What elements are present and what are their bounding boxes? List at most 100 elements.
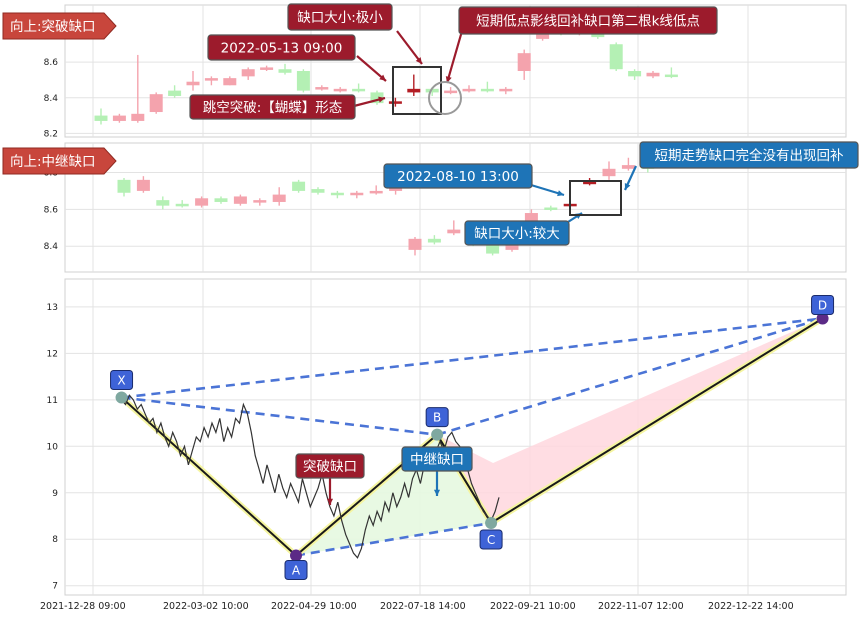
top-title-flag-text: 向上:突破缺口 xyxy=(10,19,96,35)
candle-body xyxy=(296,71,310,91)
top-title-flag: 向上:突破缺口 xyxy=(2,12,117,40)
candle-body xyxy=(621,165,635,169)
candle xyxy=(499,87,513,95)
middle-candles xyxy=(117,157,655,256)
point-badge-label: A xyxy=(292,564,301,578)
no-fill-label: 短期走势缺口完全没有出现回补 xyxy=(639,141,859,169)
date-mid-label-text: 2022-08-10 13:00 xyxy=(397,169,519,185)
date-top-label-text: 2022-05-13 09:00 xyxy=(221,41,343,57)
x-tick-label: 2022-07-18 14:00 xyxy=(380,601,466,612)
candle-body xyxy=(369,190,383,194)
y-tick-label: 8.4 xyxy=(44,94,59,104)
candle-body xyxy=(333,88,347,92)
candle xyxy=(480,81,494,93)
bcd-fill xyxy=(437,318,823,523)
point-x-node xyxy=(115,391,128,404)
candle xyxy=(168,85,182,98)
candle-body xyxy=(272,194,286,202)
point-badge-box xyxy=(110,370,134,390)
candle xyxy=(131,54,145,123)
candle xyxy=(296,69,310,93)
gap-size-arrow-head xyxy=(415,57,422,64)
candle-body xyxy=(253,200,267,203)
date-mid-label-box xyxy=(383,163,533,189)
point-badge-label: C xyxy=(487,533,495,547)
candle-body xyxy=(168,90,182,96)
candle xyxy=(646,71,660,79)
candle-body xyxy=(278,69,292,73)
candle-body xyxy=(425,88,439,93)
candle xyxy=(136,176,150,193)
runaway-gap-label-box xyxy=(401,446,473,472)
candle xyxy=(609,42,623,71)
candle xyxy=(195,196,209,208)
x-tick-label: 2022-12-22 14:00 xyxy=(708,601,794,612)
candle xyxy=(233,194,247,206)
candle xyxy=(333,87,347,93)
no-fill-label-text: 短期走势缺口完全没有出现回补 xyxy=(655,147,844,164)
candle-body xyxy=(407,88,421,93)
point-badge-box xyxy=(284,560,308,580)
candle-body xyxy=(602,168,616,177)
candle-body xyxy=(408,238,422,250)
candle xyxy=(427,235,441,245)
candle-body xyxy=(241,69,255,77)
grid-lines xyxy=(65,5,846,595)
y-tick-label: 13 xyxy=(47,303,58,313)
candle-body xyxy=(544,207,558,210)
y-tick-label: 11 xyxy=(47,396,58,406)
candle xyxy=(447,220,461,236)
candle-body xyxy=(628,71,642,77)
candle xyxy=(241,67,255,80)
top-gap-box xyxy=(392,66,442,115)
candle xyxy=(94,108,108,125)
point-badge-box xyxy=(811,295,835,315)
candle xyxy=(352,83,366,93)
x-tick-label: 2022-03-02 10:00 xyxy=(163,601,249,612)
candle xyxy=(253,198,267,206)
candle-body xyxy=(195,198,209,206)
breakaway-gap-label-text: 突破缺口 xyxy=(303,459,357,475)
y-tick-label: 8.6 xyxy=(44,205,59,215)
candle xyxy=(214,196,228,204)
point-badge-label: X xyxy=(117,374,125,388)
y-tick-label: 8 xyxy=(52,535,58,545)
top-panel-frame xyxy=(64,4,847,138)
candle-body xyxy=(389,187,403,191)
gap-large-label: 缺口大小:较大 xyxy=(464,220,570,246)
point-c-badge: C xyxy=(479,529,503,550)
candle-body xyxy=(117,179,131,193)
candle xyxy=(370,90,384,105)
candle xyxy=(444,87,458,95)
candle-body xyxy=(156,200,170,206)
date-top-arrow-head xyxy=(379,74,386,81)
date-mid-label: 2022-08-10 13:00 xyxy=(383,163,533,189)
candle-body xyxy=(214,198,228,202)
gap-size-label: 缺口大小:极小 xyxy=(287,3,393,31)
candle xyxy=(408,236,422,256)
point-a-badge: A xyxy=(284,560,308,580)
candle-body xyxy=(444,90,458,94)
candle-body xyxy=(112,115,126,121)
candle xyxy=(350,190,364,199)
candle-body xyxy=(499,88,513,92)
low-point-arrow xyxy=(445,30,464,84)
candle xyxy=(330,190,344,199)
candle-body xyxy=(186,81,200,86)
candle xyxy=(311,187,325,195)
gap-size-arrow xyxy=(396,30,423,65)
candle-body xyxy=(352,88,366,92)
point-b-node xyxy=(431,428,444,441)
candle-body xyxy=(315,87,329,90)
y-tick-label: 9 xyxy=(52,489,58,499)
date-top-arrow xyxy=(356,55,387,82)
candle-body xyxy=(292,181,306,191)
low-point-label-text: 短期低点影线回补缺口第二根k线低点 xyxy=(476,13,700,30)
candle-body xyxy=(583,181,597,185)
y-tick-label: 12 xyxy=(47,349,58,359)
candle xyxy=(664,67,678,79)
y-tick-label: 7 xyxy=(52,582,58,592)
axis-ticks: 8.28.48.68.48.68.8789101112132021-12-28 … xyxy=(40,58,794,612)
low-point-label: 短期低点影线回补缺口第二根k线低点 xyxy=(458,6,718,35)
